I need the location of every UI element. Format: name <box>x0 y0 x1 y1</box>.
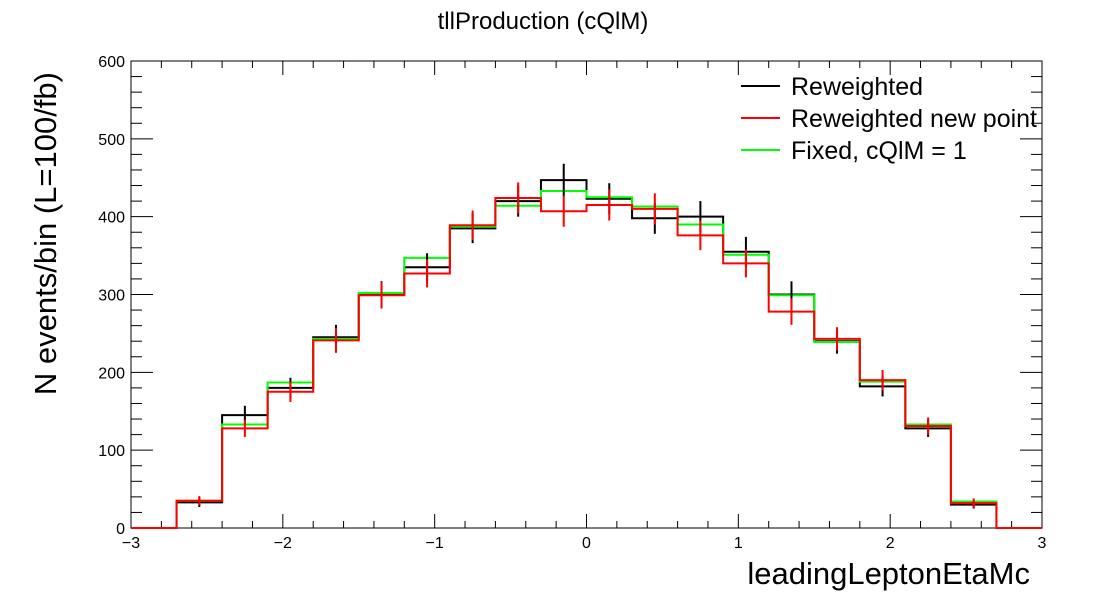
y-tick-label: 500 <box>98 132 125 149</box>
y-axis: 0 100 200 300 400 500 600 <box>98 54 1042 538</box>
x-axis-label: leadingLeptonEtaMc <box>747 556 1030 591</box>
legend-entry-label: Reweighted new point <box>791 105 1037 133</box>
legend-entry-label: Reweighted <box>791 73 923 101</box>
x-tick-label: −1 <box>426 535 444 552</box>
y-tick-label: 0 <box>116 521 125 538</box>
x-tick-label: −2 <box>274 535 292 552</box>
x-axis: −3 −2 −1 0 1 2 3 <box>122 61 1047 552</box>
y-tick-label: 200 <box>98 365 125 382</box>
x-tick-label: 3 <box>1038 535 1047 552</box>
y-tick-label: 400 <box>98 210 125 227</box>
y-tick-label: 100 <box>98 443 125 460</box>
x-tick-label: 1 <box>734 535 743 552</box>
x-tick-label: 2 <box>886 535 895 552</box>
series-layer <box>131 163 1042 529</box>
chart-title: tllProduction (cQlM) <box>438 8 649 35</box>
y-axis-label: N events/bin (L=100/fb) <box>28 72 63 395</box>
x-tick-label: −3 <box>122 535 140 552</box>
legend-entry-label: Fixed, cQlM = 1 <box>791 137 967 165</box>
x-tick-label: 0 <box>582 535 591 552</box>
legend: Reweighted Reweighted new point Fixed, cQl… <box>741 73 1037 165</box>
y-tick-label: 300 <box>98 288 125 305</box>
y-tick-label: 600 <box>98 54 125 71</box>
